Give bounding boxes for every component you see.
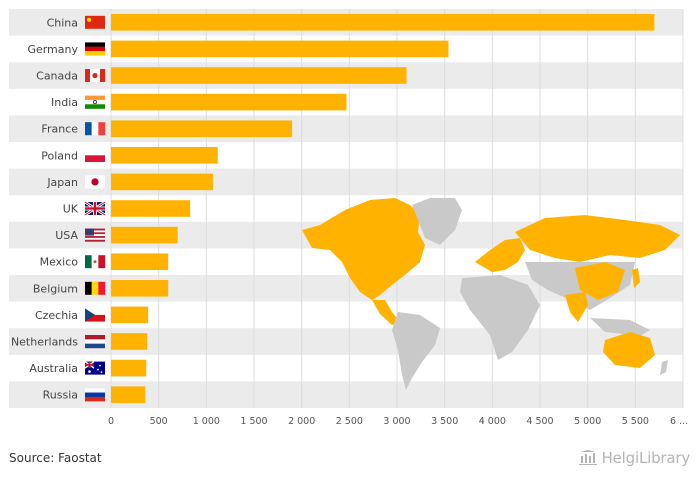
category-label: Poland xyxy=(41,149,78,162)
category-label: China xyxy=(47,16,78,29)
bar-czechia xyxy=(111,306,149,324)
bar-netherlands xyxy=(111,333,148,350)
bars xyxy=(111,14,655,403)
russia-flag xyxy=(85,388,105,402)
map-australia xyxy=(603,332,655,368)
map-japan xyxy=(632,268,640,288)
category-label: Netherlands xyxy=(11,336,78,349)
map-russia xyxy=(515,215,680,262)
x-tick-label: 2 000 xyxy=(288,416,315,427)
bar-china xyxy=(111,14,655,31)
x-tick-label: 500 xyxy=(150,416,168,427)
x-tick-label: 3 500 xyxy=(431,416,458,427)
india-flag xyxy=(85,95,105,109)
x-tick-label: 3 000 xyxy=(383,416,410,427)
category-label: USA xyxy=(55,229,78,242)
category-label: Germany xyxy=(27,43,78,56)
x-axis-ticks: 0 500 1 000 1 500 2 000 2 500 3 000 3 500 4 000 4… xyxy=(108,416,688,427)
map-china xyxy=(575,262,625,300)
category-label: Australia xyxy=(29,362,78,375)
czechia-flag xyxy=(85,308,105,322)
canada-flag xyxy=(85,69,106,82)
china-flag xyxy=(85,15,105,29)
x-tick-label: 6 ... xyxy=(670,416,688,427)
row-band xyxy=(9,115,683,142)
category-labels: China Germany Canada India France Poland Japan… xyxy=(11,16,79,401)
x-tick-label: 1 000 xyxy=(193,416,220,427)
category-label: Japan xyxy=(46,176,78,189)
bar-belgium xyxy=(111,280,169,297)
brand-name: HelgiLibrary xyxy=(601,449,691,467)
belgium-flag xyxy=(85,281,106,295)
usa-flag xyxy=(85,228,105,242)
x-tick-label: 0 xyxy=(108,416,114,427)
flags xyxy=(84,15,106,402)
map-india xyxy=(565,292,588,322)
category-label: India xyxy=(51,96,78,109)
france-flag xyxy=(85,122,106,136)
bar-usa xyxy=(111,226,178,244)
map-greenland xyxy=(412,198,462,245)
x-tick-label: 2 500 xyxy=(336,416,363,427)
map-south-america xyxy=(392,312,440,390)
category-label: Belgium xyxy=(33,282,78,295)
bar-australia xyxy=(111,359,147,377)
library-logo-icon xyxy=(578,450,597,465)
netherlands-flag xyxy=(85,335,105,349)
bar-uk xyxy=(111,200,191,217)
map-indonesia xyxy=(590,318,650,336)
japan-flag xyxy=(85,175,105,189)
bar-germany xyxy=(111,40,449,58)
bar-canada xyxy=(111,67,407,84)
x-tick-label: 5 500 xyxy=(622,416,649,427)
germany-flag xyxy=(85,42,105,56)
category-label: Mexico xyxy=(40,256,79,269)
map-europe xyxy=(475,238,525,272)
world-map xyxy=(302,198,680,390)
category-label: UK xyxy=(63,203,79,216)
map-north-america xyxy=(302,198,425,300)
x-tick-label: 5 000 xyxy=(574,416,601,427)
australia-flag xyxy=(84,361,105,375)
bar-poland xyxy=(111,147,218,164)
poland-flag xyxy=(85,148,105,162)
row-band xyxy=(9,168,683,196)
x-tick-label: 1 500 xyxy=(240,416,267,427)
mexico-flag xyxy=(85,255,106,269)
bar-india xyxy=(111,93,347,111)
category-label: France xyxy=(41,123,78,136)
category-label: Canada xyxy=(36,70,78,83)
x-tick-label: 4 500 xyxy=(526,416,553,427)
map-africa xyxy=(460,275,540,360)
bar-chart: China Germany Canada India France Poland Japan… xyxy=(9,9,688,427)
source-note: Source: Faostat xyxy=(9,451,102,465)
category-label: Russia xyxy=(43,389,78,402)
uk-flag xyxy=(84,200,106,217)
bar-france xyxy=(111,120,293,137)
map-new-zealand xyxy=(660,360,668,375)
bar-mexico xyxy=(111,253,169,270)
bar-russia xyxy=(111,386,146,403)
bar-japan xyxy=(111,173,214,191)
brand-logo[interactable]: HelgiLibrary xyxy=(577,449,690,467)
category-label: Czechia xyxy=(35,309,78,322)
map-central-america xyxy=(372,300,400,325)
x-tick-label: 4 000 xyxy=(479,416,506,427)
row-band xyxy=(9,381,683,408)
row-band xyxy=(9,328,683,355)
